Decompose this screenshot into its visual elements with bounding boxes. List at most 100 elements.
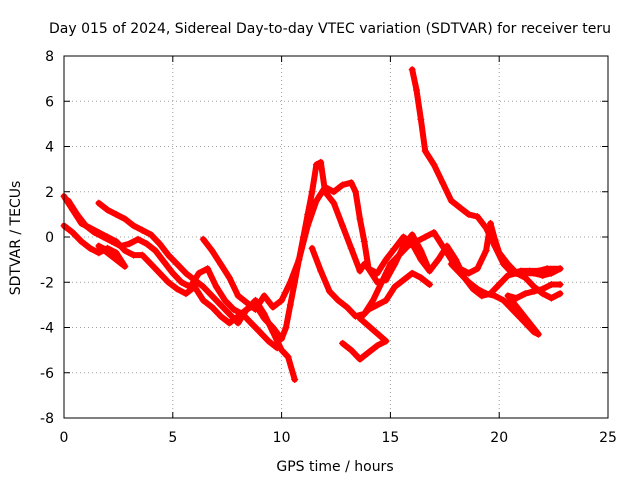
data-point <box>360 238 368 246</box>
data-point <box>382 256 390 264</box>
data-point <box>547 294 555 302</box>
data-point <box>156 269 164 277</box>
data-point <box>308 244 316 252</box>
data-point <box>339 222 347 230</box>
series-trace-b <box>60 222 129 270</box>
data-point <box>251 305 259 313</box>
y-tick-label: -8 <box>40 411 54 427</box>
data-point <box>217 301 225 309</box>
data-point <box>356 215 364 223</box>
series-trace-g <box>339 269 434 363</box>
data-point <box>278 296 286 304</box>
data-point <box>95 249 103 257</box>
data-point <box>543 265 551 273</box>
y-tick-label: -6 <box>40 366 54 382</box>
data-point <box>134 235 142 243</box>
data-point <box>117 242 125 250</box>
data-point <box>399 276 407 284</box>
data-point <box>195 269 203 277</box>
data-point <box>521 274 529 282</box>
data-point <box>521 319 529 327</box>
data-point <box>230 305 238 313</box>
data-point <box>77 238 85 246</box>
x-tick-label: 15 <box>381 430 399 446</box>
data-point <box>456 269 464 277</box>
data-point <box>208 247 216 255</box>
data-point <box>199 283 207 291</box>
data-point <box>208 292 216 300</box>
data-point <box>482 247 490 255</box>
data-point <box>408 66 416 74</box>
data-point <box>317 267 325 275</box>
data-point <box>504 292 512 300</box>
data-point <box>325 287 333 295</box>
data-point <box>284 353 292 361</box>
data-point <box>225 274 233 282</box>
data-point <box>417 115 425 123</box>
series-trace-e <box>199 179 564 313</box>
data-point <box>482 290 490 298</box>
x-tick-label: 20 <box>490 430 508 446</box>
data-point <box>482 224 490 232</box>
data-point <box>178 278 186 286</box>
y-tick-label: 8 <box>45 49 54 65</box>
data-point <box>417 274 425 282</box>
data-point <box>143 240 151 248</box>
data-series <box>60 66 564 384</box>
data-point <box>112 210 120 218</box>
y-tick-label: 6 <box>45 94 54 110</box>
y-tick-label: -2 <box>40 275 54 291</box>
data-point <box>391 244 399 252</box>
data-point <box>539 271 547 279</box>
data-point <box>556 281 564 289</box>
data-point <box>108 238 116 246</box>
data-point <box>125 240 133 248</box>
data-point <box>199 235 207 243</box>
data-point <box>373 301 381 309</box>
data-point <box>343 303 351 311</box>
data-point <box>247 319 255 327</box>
data-point <box>304 222 312 230</box>
data-point <box>530 328 538 336</box>
data-point <box>513 294 521 302</box>
data-point <box>404 242 412 250</box>
data-point <box>339 339 347 347</box>
data-point <box>534 267 542 275</box>
data-point <box>64 197 72 205</box>
data-point <box>547 281 555 289</box>
data-point <box>173 285 181 293</box>
data-point <box>330 188 338 196</box>
data-point <box>413 86 421 94</box>
data-point <box>421 233 429 241</box>
data-point <box>347 244 355 252</box>
data-point <box>473 213 481 221</box>
data-point <box>286 301 294 309</box>
data-point <box>395 251 403 259</box>
data-point <box>447 197 455 205</box>
data-point <box>365 348 373 356</box>
data-point <box>208 303 216 311</box>
data-point <box>382 296 390 304</box>
data-point <box>413 238 421 246</box>
data-point <box>356 355 364 363</box>
data-point <box>465 269 473 277</box>
data-point <box>356 267 364 275</box>
data-point <box>69 228 77 236</box>
data-point <box>321 183 329 191</box>
data-point <box>269 303 277 311</box>
data-point <box>312 161 320 169</box>
data-point <box>121 262 129 270</box>
data-point <box>534 330 542 338</box>
data-point <box>99 233 107 241</box>
data-point <box>491 292 499 300</box>
data-point <box>82 222 90 230</box>
data-point <box>365 305 373 313</box>
x-tick-label: 10 <box>273 430 291 446</box>
data-point <box>217 260 225 268</box>
data-point <box>104 247 112 255</box>
data-point <box>182 290 190 298</box>
x-tick-label: 0 <box>60 430 69 446</box>
data-point <box>439 179 447 187</box>
data-point <box>282 324 290 331</box>
data-point <box>243 299 251 307</box>
